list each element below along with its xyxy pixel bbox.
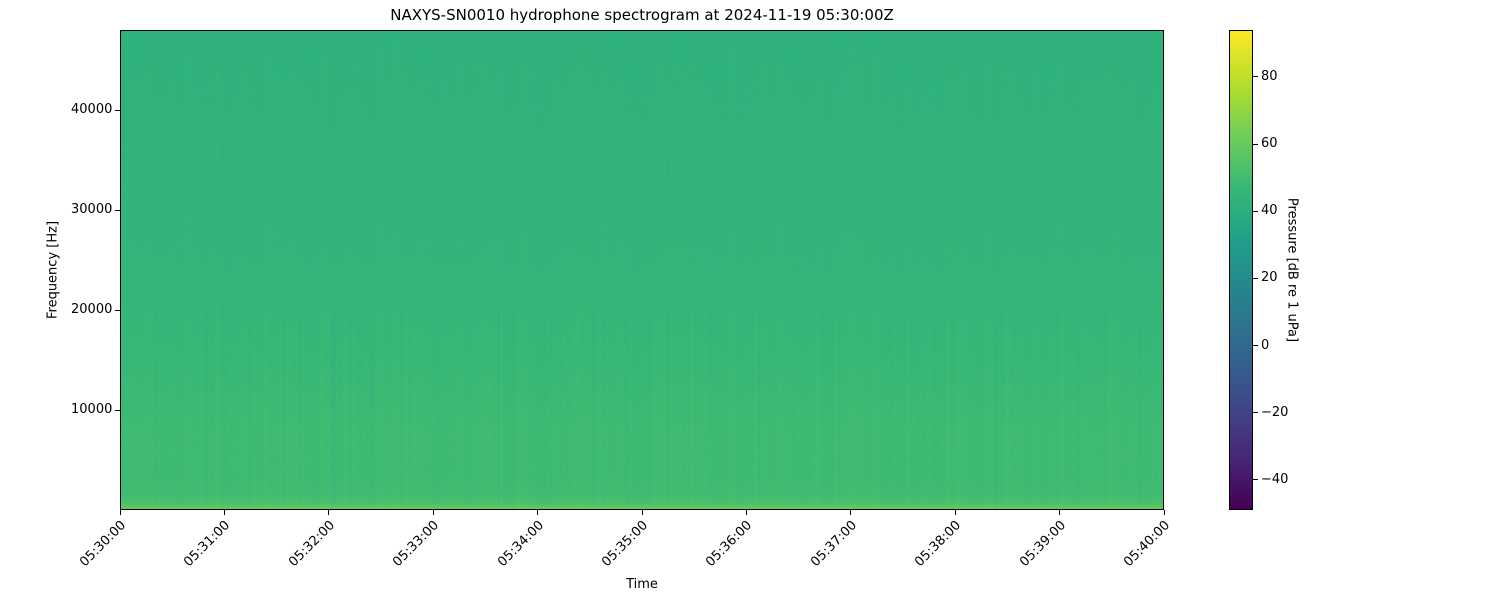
x-tick-label: 05:32:00 [285,518,338,570]
colorbar-tick-label: 60 [1261,136,1278,152]
x-tick [1163,510,1165,515]
x-tick [1059,510,1061,515]
colorbar-tick [1253,479,1258,481]
colorbar-tick-label: 40 [1261,203,1278,219]
x-tick-label: 05:35:00 [599,518,651,570]
chart-title: NAXYS-SN0010 hydrophone spectrogram at 2… [390,6,894,24]
x-tick [223,510,225,515]
colorbar-tick-label: −20 [1261,404,1289,420]
x-tick-label: 05:38:00 [912,518,965,570]
y-tick-label: 30000 [71,202,113,217]
colorbar-tick-label: 20 [1261,270,1278,286]
x-tick [432,510,434,515]
x-tick-label: 05:33:00 [390,518,443,570]
y-tick [115,409,120,411]
colorbar-tick [1253,76,1258,78]
x-tick [850,510,852,515]
y-tick-label: 20000 [71,302,113,317]
colorbar [1229,30,1253,510]
y-tick [115,209,120,211]
y-tick-label: 10000 [71,402,113,417]
colorbar-tick [1253,277,1258,279]
x-tick-label: 05:40:00 [1121,518,1173,570]
colorbar-tick-label: 80 [1261,68,1278,84]
y-tick [115,109,120,111]
x-tick [954,510,956,515]
x-axis-label: Time [626,577,658,592]
x-tick [328,510,330,515]
colorbar-tick-label: 0 [1261,337,1270,353]
x-tick [119,510,121,515]
x-tick-label: 05:39:00 [1016,518,1069,570]
x-tick [641,510,643,515]
x-tick-label: 05:31:00 [181,518,234,570]
x-tick-label: 05:36:00 [703,518,756,570]
x-tick [537,510,539,515]
colorbar-tick-label: −40 [1261,471,1289,487]
colorbar-tick [1253,210,1258,212]
colorbar-tick [1253,143,1258,145]
y-tick [115,309,120,311]
plot-area [120,30,1164,510]
x-tick-label: 05:30:00 [77,518,129,570]
y-axis-label: Frequency [Hz] [45,220,61,320]
x-tick-label: 05:37:00 [807,518,860,570]
y-tick-label: 40000 [71,102,113,117]
x-tick-label: 05:34:00 [494,518,547,570]
colorbar-tick [1253,412,1258,414]
x-tick [745,510,747,515]
colorbar-label: Pressure [dB re 1 uPa] [1284,197,1300,343]
spectrogram-image [120,30,1164,510]
colorbar-tick [1253,345,1258,347]
